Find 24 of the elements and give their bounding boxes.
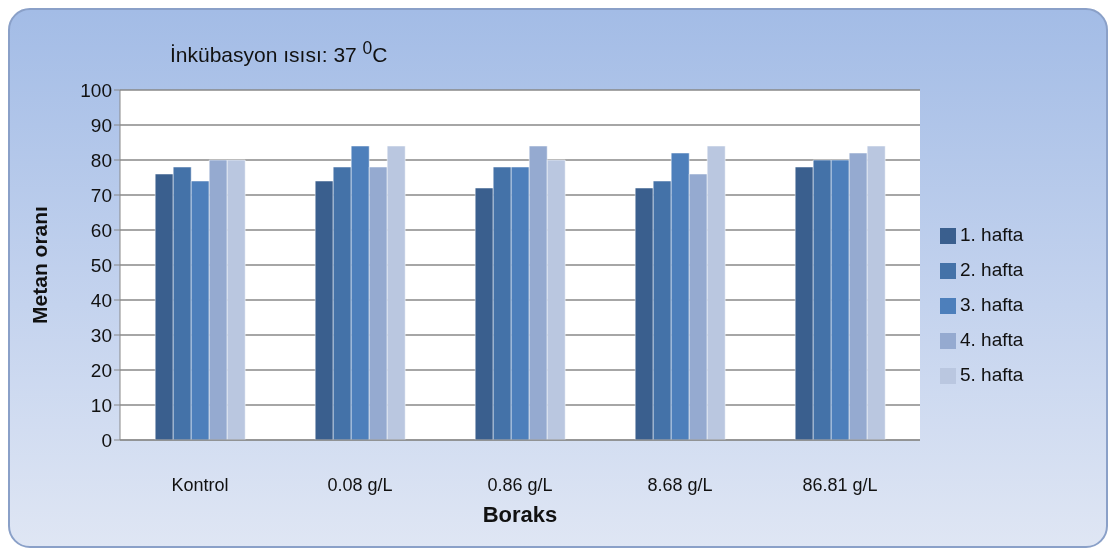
y-axis-title: Metan oranı — [28, 206, 52, 324]
y-tick-label: 40 — [90, 289, 112, 311]
y-tick-label: 80 — [90, 149, 112, 171]
legend-label: 4. hafta — [960, 328, 1024, 350]
legend-label: 1. hafta — [960, 223, 1024, 245]
y-tick-label: 10 — [90, 394, 112, 416]
y-tick-label: 100 — [80, 79, 112, 101]
x-tick-label: 8.68 g/L — [647, 474, 713, 495]
y-tick-label: 70 — [90, 184, 112, 206]
legend-label: 3. hafta — [960, 293, 1024, 315]
x-tick-label: 0.08 g/L — [327, 474, 393, 495]
y-tick-label: 30 — [90, 324, 112, 346]
y-tick-label: 90 — [90, 114, 112, 136]
y-tick-label: 50 — [90, 254, 112, 276]
x-tick-label: Kontrol — [171, 474, 229, 495]
x-tick-label: 86.81 g/L — [802, 474, 878, 495]
y-tick-label: 20 — [90, 359, 112, 381]
x-axis-title: Boraks — [482, 502, 558, 527]
legend-label: 2. hafta — [960, 258, 1024, 280]
chart-title: İnkübasyon ısısı: 37 $^{0}$C — [170, 38, 388, 67]
y-tick-label: 0 — [101, 429, 112, 451]
y-tick-label: 60 — [90, 219, 112, 241]
legend-label: 5. hafta — [960, 363, 1024, 385]
x-tick-label: 0.86 g/L — [487, 474, 553, 495]
